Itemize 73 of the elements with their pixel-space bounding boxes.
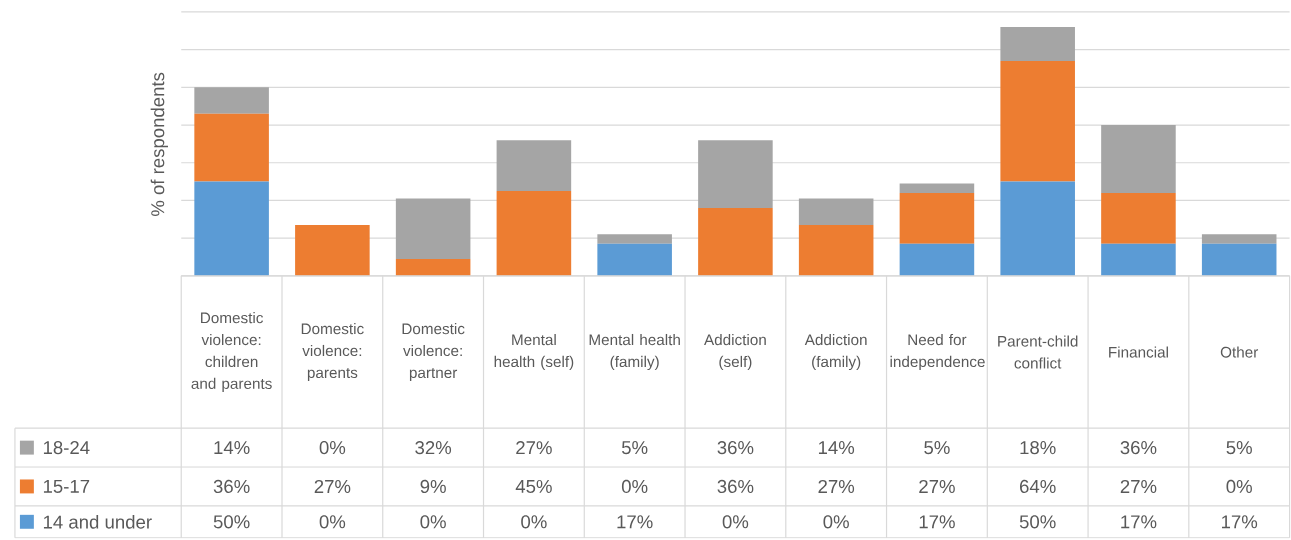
- data-label: 27%: [516, 441, 552, 455]
- bar: [295, 225, 370, 276]
- legend-label: 14 and under: [43, 515, 152, 529]
- data-label: 5%: [1226, 441, 1252, 455]
- data-label: 32%: [415, 441, 452, 455]
- bar: [597, 243, 672, 276]
- bar: [1201, 243, 1277, 276]
- data-label: 9%: [420, 479, 446, 494]
- bar: [1101, 243, 1176, 276]
- bar: [496, 191, 572, 276]
- data-label: 0%: [1226, 479, 1252, 494]
- x-tick-label: Parent-child conflict: [998, 335, 1078, 369]
- bar: [597, 234, 672, 244]
- data-label: 14%: [818, 441, 855, 455]
- data-label: 17%: [919, 515, 955, 529]
- x-tick-label: Domestic violence: children and parents: [191, 312, 272, 393]
- bar: [698, 140, 773, 209]
- data-label: 45%: [515, 480, 552, 494]
- data-label: 36%: [717, 479, 754, 494]
- x-tick-label: Domestic violence: parents: [301, 323, 364, 382]
- data-label: 14%: [214, 441, 250, 455]
- data-label: 0%: [319, 515, 346, 529]
- x-tick-label: Need for independence: [890, 334, 985, 371]
- bar: [1101, 193, 1176, 244]
- bar: [395, 259, 471, 276]
- bar: [899, 193, 975, 244]
- bar: [1201, 234, 1277, 244]
- data-label: 64%: [1020, 479, 1056, 494]
- data-label: 36%: [213, 479, 250, 494]
- data-label: 5%: [621, 441, 648, 455]
- data-label: 5%: [924, 441, 950, 455]
- bar: [194, 113, 269, 182]
- data-label: 17%: [617, 515, 653, 529]
- data-label: 0%: [621, 479, 648, 494]
- bar: [496, 140, 572, 192]
- data-label: 50%: [1019, 515, 1056, 529]
- x-tick-label: Financial: [1109, 346, 1168, 358]
- data-label: 0%: [319, 441, 346, 455]
- y-axis-title: % of respondents: [150, 72, 168, 217]
- data-label: 17%: [1222, 515, 1258, 529]
- x-tick-label: Addiction (self): [704, 334, 766, 371]
- legend-label: 18-24: [43, 441, 90, 455]
- data-label: 50%: [213, 515, 250, 529]
- data-label: 27%: [1120, 480, 1157, 494]
- data-label: 36%: [717, 441, 754, 455]
- x-tick-label: Addiction (family): [804, 334, 867, 371]
- x-tick-label: Mental health (family): [589, 334, 680, 371]
- data-label: 17%: [1121, 515, 1157, 529]
- data-label: 0%: [420, 515, 446, 529]
- data-label: 27%: [818, 480, 855, 494]
- data-label: 36%: [1120, 441, 1157, 455]
- bar: [194, 181, 269, 276]
- data-label: 27%: [919, 480, 955, 494]
- bar: [798, 198, 874, 226]
- data-label: 0%: [521, 515, 547, 529]
- legend-label: 15-17: [43, 480, 90, 494]
- bar: [798, 225, 874, 276]
- bar: [1000, 61, 1075, 182]
- bar: [395, 198, 471, 260]
- bar: [1101, 125, 1176, 194]
- data-label: 27%: [314, 480, 351, 494]
- x-tick-label: Other: [1220, 346, 1259, 358]
- bar: [899, 183, 975, 194]
- bar: [194, 87, 269, 114]
- data-label: 0%: [722, 515, 749, 529]
- bar: [899, 243, 975, 276]
- x-tick-label: Domestic violence: partner: [402, 323, 465, 382]
- bar: [698, 208, 773, 276]
- data-label: 0%: [823, 515, 849, 529]
- x-tick-label: Mental health (self): [494, 334, 574, 371]
- bar: [1000, 27, 1075, 62]
- data-label: 18%: [1020, 441, 1056, 455]
- bar: [1000, 181, 1075, 276]
